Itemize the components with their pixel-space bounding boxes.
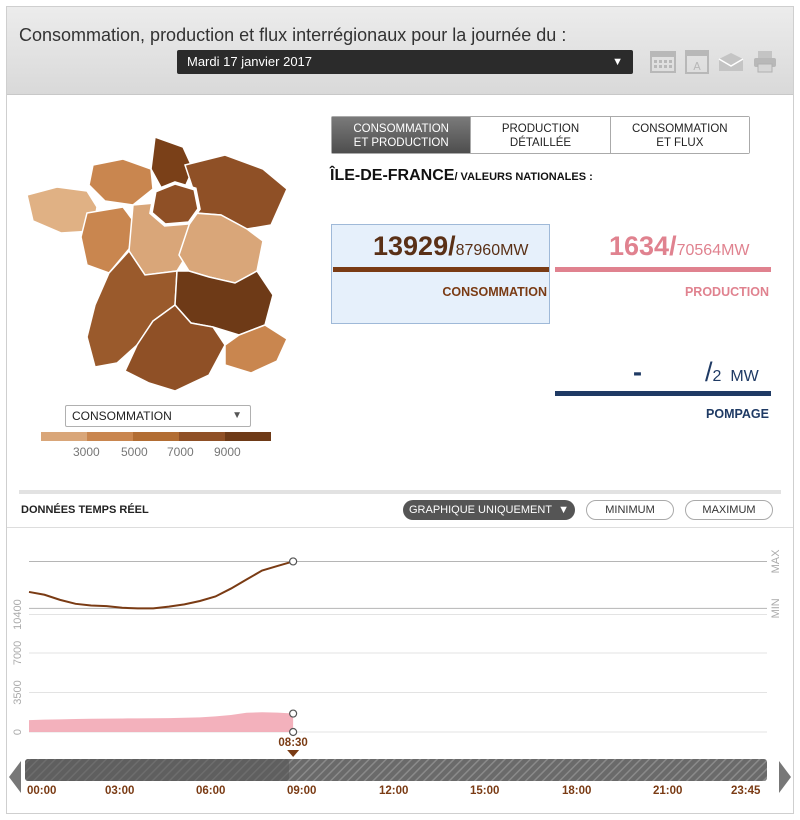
production-marker — [289, 709, 298, 718]
consommation-line — [333, 267, 549, 272]
region-name: ÎLE-DE-FRANCE — [330, 167, 455, 184]
production-area — [29, 712, 294, 732]
production-value: 1634/70564MW — [609, 231, 750, 261]
time-tick: 06:00 — [196, 785, 226, 797]
legend-label: 9000 — [214, 445, 241, 459]
production-label: PRODUCTION — [684, 285, 769, 299]
region-paca — [224, 324, 287, 374]
map-metric-value: CONSOMMATION — [72, 409, 172, 423]
time-tick: 21:00 — [653, 785, 683, 797]
mail-icon[interactable] — [717, 47, 745, 75]
pompage-line — [555, 391, 771, 396]
production-line — [555, 267, 771, 272]
y-tick-label: 0 — [12, 729, 24, 735]
time-tick: 00:00 — [27, 785, 57, 797]
print-icon[interactable] — [751, 47, 779, 75]
legend-swatch-4 — [179, 432, 225, 441]
chevron-down-icon: ▼ — [612, 56, 623, 68]
calendar-icon[interactable] — [649, 47, 677, 75]
maximum-button[interactable]: MAXIMUM — [685, 500, 773, 520]
date-value: Mardi 17 janvier 2017 — [187, 54, 313, 69]
y-tick-label: 3500 — [12, 680, 24, 704]
tab-label: ET PRODUCTION — [353, 137, 449, 149]
view-tabs: CONSOMMATION ET PRODUCTION PRODUCTION DÉ… — [331, 116, 750, 154]
region-ile-de-france — [149, 181, 201, 227]
consommation-marker — [289, 557, 298, 566]
tab-label: ET FLUX — [656, 137, 704, 149]
timeline-prev-arrow[interactable] — [9, 761, 21, 793]
min-label: MIN — [770, 598, 782, 618]
max-label: MAX — [770, 549, 782, 574]
time-tick: 15:00 — [470, 785, 500, 797]
chevron-down-icon: ▼ — [232, 410, 242, 421]
tab-consommation-production[interactable]: CONSOMMATION ET PRODUCTION — [332, 117, 472, 153]
region-title: ÎLE-DE-FRANCE/ VALEURS NATIONALES : — [330, 167, 593, 185]
consommation-box[interactable] — [331, 224, 550, 324]
region-normandie — [88, 158, 154, 206]
region-suffix: / VALEURS NATIONALES : — [454, 171, 593, 183]
tab-label: PRODUCTION — [501, 123, 580, 135]
pompage-value: - — [633, 357, 642, 387]
consommation-value: 13929/87960MW — [373, 231, 529, 261]
page-title: Consommation, production et flux interré… — [19, 25, 567, 45]
date-select[interactable]: Mardi 17 janvier 2017 ▼ — [177, 50, 633, 74]
time-tick: 18:00 — [562, 785, 592, 797]
legend-swatch-3 — [133, 432, 179, 441]
tab-production-detaillee[interactable]: PRODUCTION DÉTAILLÉE — [471, 117, 611, 153]
time-tick: 09:00 — [287, 785, 317, 797]
realtime-title: DONNÉES TEMPS RÉEL — [21, 504, 149, 516]
chevron-down-icon: ▼ — [558, 504, 570, 516]
realtime-chart[interactable]: 0 3500 7000 10400 MAX MIN 08:30 — [7, 532, 793, 757]
calendar-a-icon[interactable]: A — [683, 47, 711, 75]
time-tick: 03:00 — [105, 785, 135, 797]
legend-label: 5000 — [121, 445, 148, 459]
legend-label: 3000 — [73, 445, 100, 459]
pompage-label: POMPAGE — [706, 407, 769, 421]
time-tick: 12:00 — [379, 785, 409, 797]
tab-label: CONSOMMATION — [353, 123, 449, 135]
pompage-national: /2 MW — [705, 357, 759, 387]
consommation-line-series — [28, 560, 294, 610]
svg-text:A: A — [693, 60, 701, 73]
legend-swatch-5 — [225, 432, 271, 441]
app-frame: Consommation, production et flux interré… — [6, 6, 794, 814]
legend-swatch-2 — [87, 432, 133, 441]
tab-consommation-flux[interactable]: CONSOMMATION ET FLUX — [610, 117, 749, 153]
y-tick-label: 7000 — [12, 641, 24, 665]
y-tick-label: 10400 — [12, 599, 24, 630]
legend-label: 7000 — [167, 445, 194, 459]
current-time-label: 08:30 — [278, 737, 307, 749]
header: Consommation, production et flux interré… — [7, 7, 793, 95]
section-divider — [19, 490, 781, 494]
map-metric-select[interactable]: CONSOMMATION ▼ — [65, 405, 251, 427]
map-legend-bar — [41, 432, 271, 441]
france-map[interactable] — [25, 125, 287, 397]
tab-label: CONSOMMATION — [632, 123, 728, 135]
current-time-marker — [287, 750, 300, 757]
view-mode-select[interactable]: GRAPHIQUE UNIQUEMENT ▼ — [403, 500, 575, 520]
pompage-marker — [289, 727, 298, 737]
time-tick: 23:45 — [731, 785, 761, 797]
legend-swatch-1 — [41, 432, 87, 441]
timeline-next-arrow[interactable] — [779, 761, 791, 793]
minimum-button[interactable]: MINIMUM — [586, 500, 674, 520]
consommation-label: CONSOMMATION — [442, 285, 547, 299]
tab-label: DÉTAILLÉE — [509, 137, 572, 149]
timeline-played — [25, 759, 289, 781]
divider — [7, 527, 793, 528]
timeline[interactable] — [7, 747, 793, 815]
